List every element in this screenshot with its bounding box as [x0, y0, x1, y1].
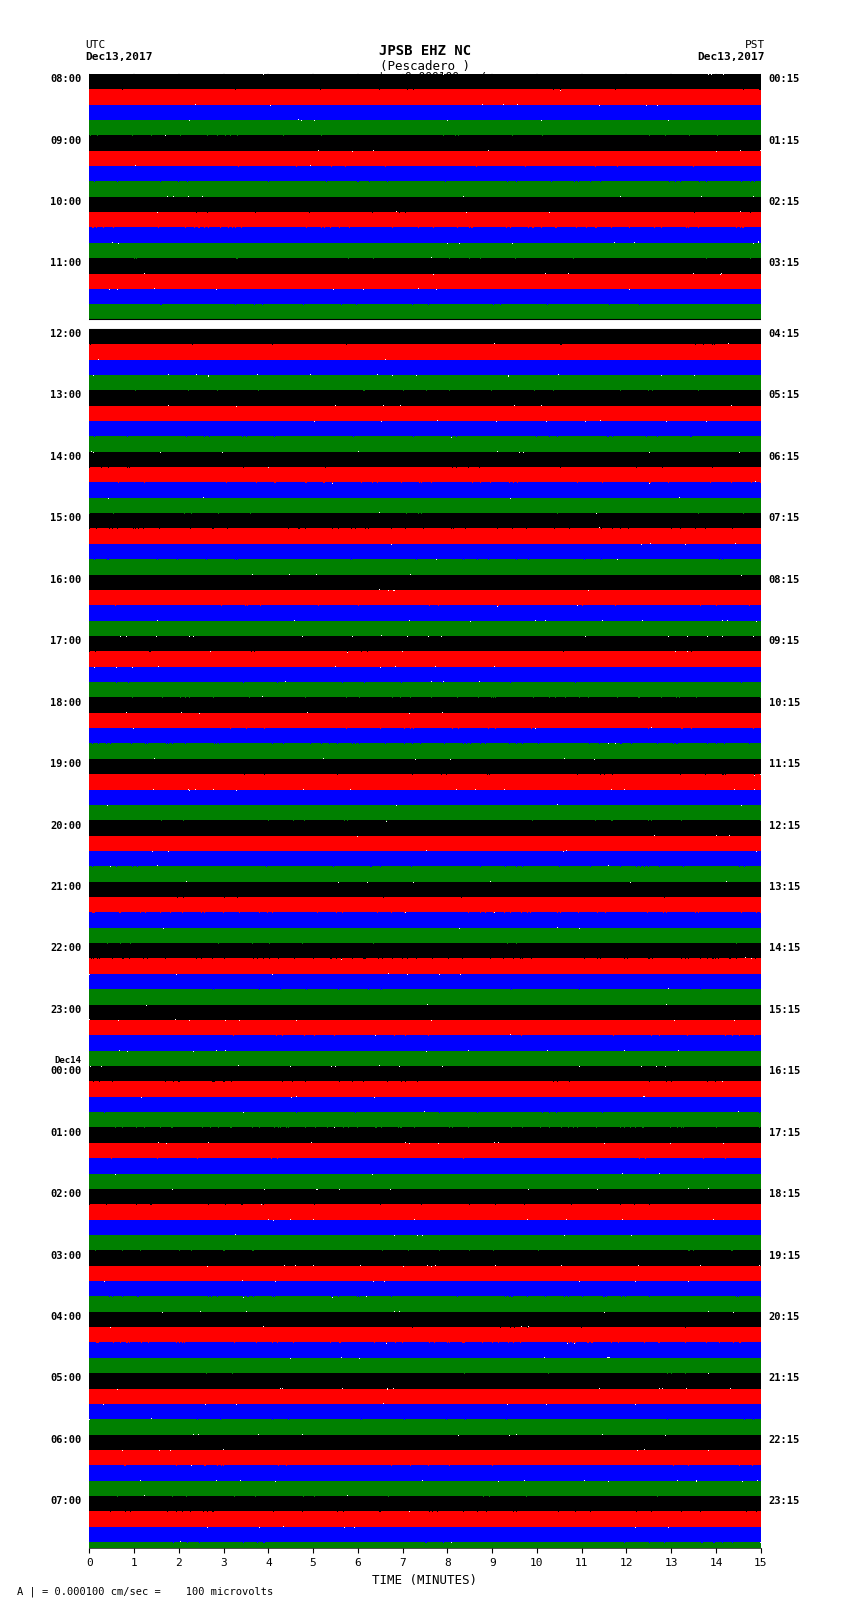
Text: 06:15: 06:15 — [768, 452, 800, 461]
Text: 02:00: 02:00 — [50, 1189, 82, 1198]
Text: 05:15: 05:15 — [768, 390, 800, 400]
Text: 15:00: 15:00 — [50, 513, 82, 523]
Text: 10:00: 10:00 — [50, 197, 82, 206]
Text: 09:00: 09:00 — [50, 135, 82, 145]
Text: 14:15: 14:15 — [768, 944, 800, 953]
Text: 07:00: 07:00 — [50, 1497, 82, 1507]
Text: 13:15: 13:15 — [768, 882, 800, 892]
Text: 06:00: 06:00 — [50, 1436, 82, 1445]
Text: 17:00: 17:00 — [50, 636, 82, 647]
Text: 02:15: 02:15 — [768, 197, 800, 206]
Text: 11:00: 11:00 — [50, 258, 82, 268]
Text: A | = 0.000100 cm/sec =    100 microvolts: A | = 0.000100 cm/sec = 100 microvolts — [17, 1586, 273, 1597]
Text: 15:15: 15:15 — [768, 1005, 800, 1015]
Text: 00:00: 00:00 — [50, 1066, 82, 1076]
Text: 23:15: 23:15 — [768, 1497, 800, 1507]
Text: 05:00: 05:00 — [50, 1373, 82, 1384]
Text: 04:00: 04:00 — [50, 1311, 82, 1323]
Text: JPSB EHZ NC: JPSB EHZ NC — [379, 44, 471, 58]
Text: 19:00: 19:00 — [50, 760, 82, 769]
Text: 12:00: 12:00 — [50, 329, 82, 339]
Text: | = 0.000100 cm/sec: | = 0.000100 cm/sec — [378, 71, 507, 82]
Text: 00:15: 00:15 — [768, 74, 800, 84]
Text: 13:00: 13:00 — [50, 390, 82, 400]
Text: 12:15: 12:15 — [768, 821, 800, 831]
Text: 22:00: 22:00 — [50, 944, 82, 953]
Text: 07:15: 07:15 — [768, 513, 800, 523]
Text: 23:00: 23:00 — [50, 1005, 82, 1015]
Text: 20:00: 20:00 — [50, 821, 82, 831]
Text: 21:00: 21:00 — [50, 882, 82, 892]
Text: 11:15: 11:15 — [768, 760, 800, 769]
Text: 01:15: 01:15 — [768, 135, 800, 145]
Text: 21:15: 21:15 — [768, 1373, 800, 1384]
Text: 03:00: 03:00 — [50, 1250, 82, 1260]
Text: 03:15: 03:15 — [768, 258, 800, 268]
Text: PST: PST — [745, 40, 765, 50]
Text: Dec13,2017: Dec13,2017 — [698, 52, 765, 61]
Text: 18:00: 18:00 — [50, 698, 82, 708]
Text: 04:15: 04:15 — [768, 329, 800, 339]
Text: 19:15: 19:15 — [768, 1250, 800, 1260]
Text: 17:15: 17:15 — [768, 1127, 800, 1137]
Text: 09:15: 09:15 — [768, 636, 800, 647]
Text: 10:15: 10:15 — [768, 698, 800, 708]
Text: 16:00: 16:00 — [50, 574, 82, 586]
Text: 18:15: 18:15 — [768, 1189, 800, 1198]
Text: 08:00: 08:00 — [50, 74, 82, 84]
Text: Dec13,2017: Dec13,2017 — [85, 52, 152, 61]
Text: 14:00: 14:00 — [50, 452, 82, 461]
Text: 22:15: 22:15 — [768, 1436, 800, 1445]
Text: 16:15: 16:15 — [768, 1066, 800, 1076]
Text: 08:15: 08:15 — [768, 574, 800, 586]
Text: UTC: UTC — [85, 40, 105, 50]
Text: 20:15: 20:15 — [768, 1311, 800, 1323]
Text: Dec14: Dec14 — [54, 1055, 82, 1065]
X-axis label: TIME (MINUTES): TIME (MINUTES) — [372, 1574, 478, 1587]
Text: 01:00: 01:00 — [50, 1127, 82, 1137]
Text: (Pescadero ): (Pescadero ) — [380, 60, 470, 73]
Bar — [89, 319, 761, 329]
